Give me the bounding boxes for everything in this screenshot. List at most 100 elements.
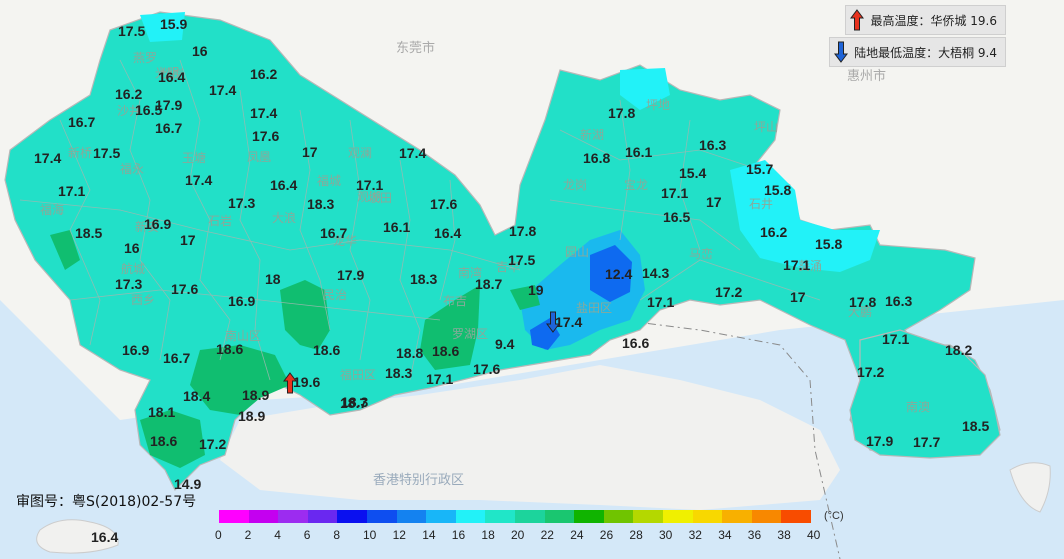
scale-tick-label: 18	[481, 528, 495, 542]
scale-swatch	[219, 510, 249, 523]
station-value: 16.7	[320, 225, 347, 241]
station-value: 18.4	[183, 388, 210, 404]
scale-tick-label: 4	[274, 528, 281, 542]
warm-patch	[140, 410, 205, 468]
district-label: 航城	[121, 261, 145, 276]
island	[1009, 462, 1051, 513]
station-value: 17.8	[849, 294, 876, 310]
warm-patch	[510, 285, 540, 310]
station-value: 15.4	[679, 165, 706, 181]
station-value: 16.1	[383, 219, 410, 235]
warm-patch	[420, 285, 480, 370]
station-value: 18.5	[75, 225, 102, 241]
scale-swatch	[366, 510, 397, 523]
scale-swatch	[307, 510, 338, 523]
station-value: 18.6	[432, 343, 459, 359]
station-value: 18	[265, 271, 281, 287]
station-value: 17.7	[913, 434, 940, 450]
station-value: 17.1	[661, 185, 688, 201]
unit-label: (°C)	[824, 510, 844, 522]
color-scale	[219, 510, 811, 523]
district-label: 南山区	[225, 328, 261, 343]
scale-tick-label: 24	[570, 528, 584, 542]
station-value: 17.1	[647, 294, 674, 310]
station-value: 17	[790, 289, 806, 305]
scale-tick-label: 12	[392, 528, 406, 542]
district-label: 葵涌	[798, 259, 822, 273]
station-value: 18.6	[216, 341, 243, 357]
district-label: 坪山	[754, 120, 778, 134]
station-value: 17.6	[252, 128, 279, 144]
station-value: 17.4	[209, 82, 236, 98]
scale-swatch	[633, 510, 663, 523]
station-value: 16.3	[699, 137, 726, 153]
warm-patch	[50, 230, 80, 270]
max-temp-label: 最高温度：华侨城 19.6	[870, 13, 997, 28]
cool-patch	[620, 68, 670, 110]
station-value: 18.5	[962, 418, 989, 434]
scale-swatch	[248, 510, 279, 523]
min-temp-legend-icon	[834, 41, 849, 63]
scale-tick-label: 20	[511, 528, 525, 542]
station-value: 16.1	[625, 144, 652, 160]
station-value: 17.6	[473, 361, 500, 377]
station-value: 15.9	[160, 16, 187, 32]
station-values: 17.5 15.9 16 16.4 16.2 17.4 16.2 17.9 16.7 17.4 17…	[34, 16, 989, 545]
district-label: 石井	[749, 197, 773, 211]
warm-patch	[280, 280, 330, 350]
scale-tick-label: 22	[540, 528, 554, 542]
district-label: 西乡	[131, 293, 155, 307]
district-label: 新湖	[580, 127, 604, 142]
station-value: 16	[192, 43, 208, 59]
station-value: 18.3	[410, 271, 437, 287]
district-label: 南湾	[458, 265, 482, 280]
station-value: 17.4	[399, 145, 426, 161]
district-label: 吉华	[496, 260, 520, 274]
district-label: 坪地	[646, 98, 670, 112]
station-value: 18.7	[475, 276, 502, 292]
district-label: 福海	[40, 202, 64, 217]
scale-tick-label: 10	[363, 528, 377, 542]
cool-patch	[730, 160, 880, 272]
station-value: 16.7	[163, 350, 190, 366]
scale-swatch	[278, 510, 308, 523]
scale-swatch	[396, 510, 427, 523]
scale-swatch	[603, 510, 634, 523]
scale-swatch	[455, 510, 486, 523]
station-value: 16.5	[663, 209, 690, 225]
scale-tick-label: 40	[807, 528, 821, 542]
cool-patch	[140, 12, 185, 42]
station-value: 16.9	[144, 216, 171, 232]
station-value: 17.1	[356, 177, 383, 193]
station-value: 14.9	[174, 476, 201, 492]
district-label: 石岩	[208, 213, 232, 228]
island	[36, 519, 119, 554]
district-label: 龙华	[333, 234, 357, 248]
dapeng-land	[849, 329, 1001, 459]
district-label: 福永	[120, 161, 144, 176]
scale-tick-label: 30	[659, 528, 673, 542]
min-temp-legend: 陆地最低温度：大梧桐 9.4	[829, 37, 1006, 67]
station-value: 17.4	[250, 105, 277, 121]
scale-swatch	[722, 510, 752, 523]
station-value: 19	[528, 282, 544, 298]
scale-tick-label: 2	[244, 528, 252, 542]
station-value: 16.3	[885, 293, 912, 309]
station-value: 17.5	[508, 252, 535, 268]
district-label: 光明	[155, 66, 179, 80]
station-value: 17.3	[228, 195, 255, 211]
station-value: 16.5	[135, 102, 162, 118]
station-value: 17.2	[199, 436, 226, 452]
station-value: 17.1	[58, 183, 85, 199]
station-value: 16.4	[91, 529, 118, 545]
station-value: 17.1	[426, 371, 453, 387]
station-value: 16.2	[760, 224, 787, 240]
station-value: 18.3	[341, 394, 368, 410]
station-value: 17	[706, 194, 722, 210]
min-temp-label: 陆地最低温度：大梧桐 9.4	[854, 45, 997, 60]
district-label: 布吉	[443, 294, 467, 308]
station-value: 16.8	[583, 150, 610, 166]
station-value: 17	[302, 144, 318, 160]
scale-tick-label: 16	[451, 528, 466, 542]
